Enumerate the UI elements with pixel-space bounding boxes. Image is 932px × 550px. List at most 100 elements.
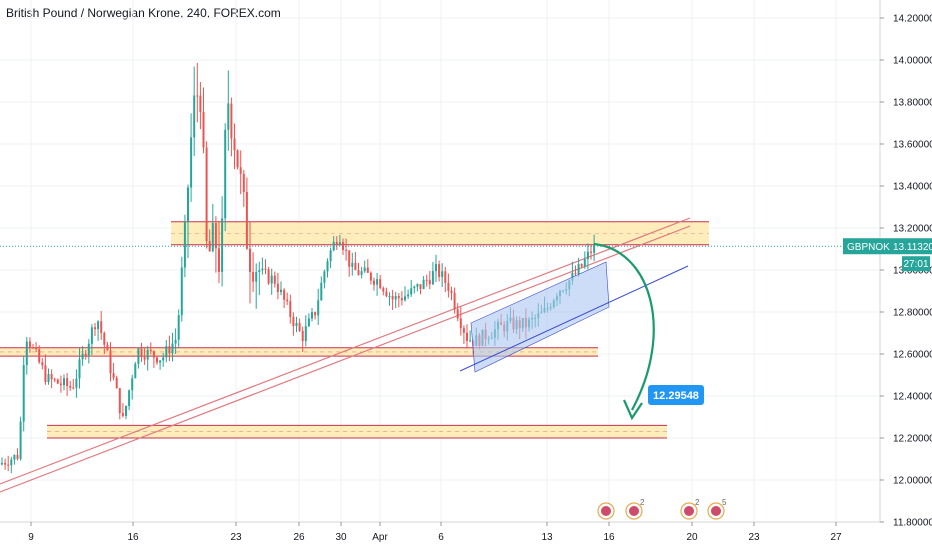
candle-down xyxy=(314,312,317,316)
candle-down xyxy=(84,353,87,356)
candle-down xyxy=(242,173,245,192)
y-tick-label: 12.00000 xyxy=(893,476,932,487)
y-tick-label: 12.20000 xyxy=(893,434,932,445)
candle-up xyxy=(162,357,165,361)
zones-layer xyxy=(0,221,709,439)
y-tick-label: 13.80000 xyxy=(893,98,932,109)
candle-down xyxy=(168,346,171,354)
candle-down xyxy=(112,373,115,378)
candle-down xyxy=(239,167,242,174)
candle-down xyxy=(273,275,276,284)
current-price-value: 13.11320 xyxy=(893,242,932,253)
candle-down xyxy=(66,378,69,387)
candle-up xyxy=(593,245,596,253)
candle-down xyxy=(38,349,41,363)
candle-up xyxy=(431,271,434,285)
candle-up xyxy=(258,270,261,272)
candle-up xyxy=(187,187,189,223)
candle-down xyxy=(199,95,202,112)
candle-up xyxy=(190,137,193,188)
candle-up xyxy=(317,300,320,316)
candle-down xyxy=(72,387,75,389)
candle-up xyxy=(320,282,323,301)
candle-down xyxy=(397,296,400,299)
candle-down xyxy=(16,455,19,459)
candle-down xyxy=(245,191,248,249)
target-price-label: 12.29548 xyxy=(653,390,699,402)
candle-down xyxy=(236,150,239,168)
candle-up xyxy=(25,341,28,366)
candle-down xyxy=(574,272,577,274)
candle-up xyxy=(410,288,413,295)
event-flag-icon-inner xyxy=(629,506,639,516)
candle-down xyxy=(379,279,382,289)
candle-up xyxy=(323,271,326,283)
candle-down xyxy=(453,292,456,310)
candle-down xyxy=(109,350,112,374)
projection-arrowhead xyxy=(622,399,643,421)
candle-up xyxy=(295,322,298,327)
candle-down xyxy=(28,341,31,348)
candle-up xyxy=(376,279,379,285)
candle-down xyxy=(385,291,388,297)
candle-up xyxy=(469,340,472,342)
candle-up xyxy=(1,463,3,465)
candle-down xyxy=(32,347,34,349)
candle-down xyxy=(152,351,155,358)
candle-down xyxy=(208,241,211,252)
candle-down xyxy=(298,322,301,331)
candle-up xyxy=(351,262,354,267)
candle-down xyxy=(286,299,289,302)
candle-down xyxy=(462,328,465,333)
candle-down xyxy=(354,262,357,271)
candle-down xyxy=(450,290,453,293)
x-tick-label: 27 xyxy=(830,532,842,543)
candle-up xyxy=(388,295,391,297)
candle-up xyxy=(75,378,78,388)
candle-down xyxy=(264,268,267,270)
event-flag-icon-inner xyxy=(601,506,611,516)
candle-down xyxy=(438,264,441,277)
candle-down xyxy=(69,386,72,388)
candle-down xyxy=(143,357,146,360)
candle-down xyxy=(218,248,220,272)
candle-up xyxy=(270,275,273,284)
candle-down xyxy=(369,272,372,281)
candle-down xyxy=(196,95,199,97)
channel-median-line xyxy=(459,265,689,372)
candle-up xyxy=(338,242,341,245)
candle-down xyxy=(202,111,205,148)
x-tick-label: 16 xyxy=(603,532,615,543)
candle-down xyxy=(366,267,369,273)
candle-up xyxy=(19,421,22,459)
candle-up xyxy=(227,103,230,130)
channel-layer xyxy=(459,261,689,373)
x-tick-label: 23 xyxy=(748,532,760,543)
candle-up xyxy=(177,315,180,340)
candle-down xyxy=(283,289,286,300)
candle-down xyxy=(444,271,447,283)
grid xyxy=(0,0,880,523)
candle-up xyxy=(307,318,310,327)
candle-up xyxy=(13,455,16,460)
candle-down xyxy=(419,284,422,289)
event-flag-icon-inner xyxy=(684,506,694,516)
y-tick-label: 13.40000 xyxy=(893,182,932,193)
candle-up xyxy=(413,286,416,289)
candle-down xyxy=(149,349,152,352)
event-flag-icon-inner xyxy=(711,506,721,516)
symbol-label: GBPNOK xyxy=(847,242,890,253)
candle-up xyxy=(221,218,224,272)
candle-down xyxy=(118,388,121,414)
candle-up xyxy=(47,374,50,383)
candle-down xyxy=(50,374,53,380)
x-tick-label: 9 xyxy=(28,532,34,543)
rising-trendline-lower xyxy=(0,225,691,493)
x-tick-label: 6 xyxy=(438,532,444,543)
x-tick-label: 30 xyxy=(335,532,347,543)
candle-up xyxy=(586,251,589,260)
candle-down xyxy=(106,344,109,351)
candle-down xyxy=(41,362,44,366)
